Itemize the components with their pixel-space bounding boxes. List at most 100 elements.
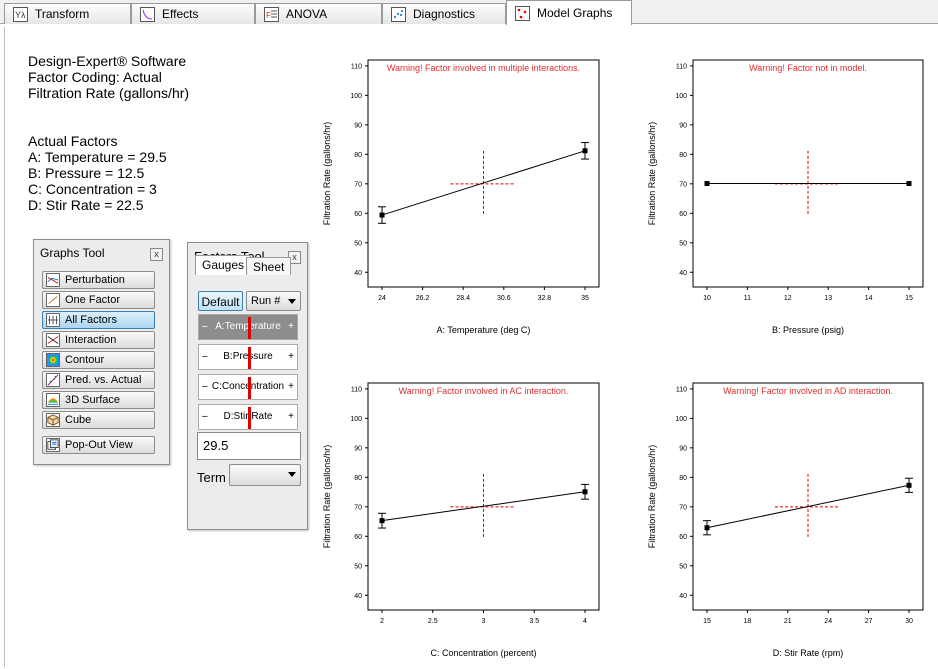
all-factors-label: All Factors — [65, 314, 117, 326]
x-tick-label: 2.5 — [428, 618, 438, 625]
x-axis-label: D: Stir Rate (rpm) — [773, 648, 844, 658]
y-axis-label: Filtration Rate (gallons/hr) — [322, 122, 332, 226]
effects-icon — [140, 7, 155, 22]
tab-model-graphs[interactable]: Model Graphs — [506, 0, 632, 25]
response-name: Filtration Rate (gallons/hr) — [28, 85, 190, 101]
anova-icon: F — [264, 7, 279, 22]
x-tick-label: 30 — [905, 618, 913, 625]
pred-vs-actual-button[interactable]: Pred. vs. Actual — [42, 371, 155, 389]
term-combo[interactable] — [229, 464, 301, 486]
gauge-d-stir-rate[interactable]: – D:Stir Rate + — [198, 404, 298, 430]
x-tick-label: 27 — [865, 618, 873, 625]
interaction-label: Interaction — [65, 334, 117, 346]
gauge-plus[interactable]: + — [288, 411, 294, 422]
data-point — [704, 181, 710, 187]
run-number-combo[interactable]: Run # — [246, 291, 301, 311]
tab-effects[interactable]: Effects — [131, 3, 255, 24]
data-point — [379, 212, 385, 218]
series-line — [706, 484, 910, 529]
model-graphs-icon — [515, 6, 530, 21]
default-button[interactable]: Default — [198, 291, 243, 311]
x-axis-label: C: Concentration (percent) — [430, 648, 536, 658]
one-factor-label: One Factor — [65, 294, 121, 306]
gauge-slider-handle[interactable] — [247, 407, 251, 429]
cube-icon — [46, 413, 60, 427]
gauge-plus[interactable]: + — [288, 321, 294, 332]
y-tick-label: 60 — [679, 534, 687, 541]
series-line — [381, 491, 586, 522]
one-factor-button[interactable]: One Factor — [42, 291, 155, 309]
perturbation-label: Perturbation — [65, 274, 125, 286]
x-tick-label: 14 — [865, 295, 873, 302]
svg-text:Yλ: Yλ — [15, 10, 26, 20]
graphs-tool-panel: Graphs Tool x Perturbation One Factor Al… — [33, 239, 170, 465]
gauge-minus[interactable]: – — [202, 381, 208, 392]
pop-out-view-label: Pop-Out View — [65, 439, 133, 451]
all-factors-icon — [46, 313, 60, 327]
tab-diagnostics[interactable]: Diagnostics — [382, 3, 506, 24]
factor-a-value: A: Temperature = 29.5 — [28, 149, 167, 165]
x-tick-label: 21 — [784, 618, 792, 625]
gauge-b-pressure[interactable]: – B:Pressure + — [198, 344, 298, 370]
gauge-slider-handle[interactable] — [247, 377, 251, 399]
perturbation-button[interactable]: Perturbation — [42, 271, 155, 289]
all-factors-button[interactable]: All Factors — [42, 311, 155, 329]
y-tick-label: 100 — [675, 93, 687, 100]
x-tick-label: 32.8 — [538, 295, 552, 302]
interaction-icon — [46, 333, 60, 347]
tab-effects-label: Effects — [162, 7, 199, 21]
factor-b-value: B: Pressure = 12.5 — [28, 165, 145, 181]
data-point — [379, 518, 385, 524]
perturbation-icon — [46, 273, 60, 287]
tab-bar: Yλ Transform Effects F ANOVA Diagnostics… — [0, 0, 938, 25]
y-axis-label: Filtration Rate (gallons/hr) — [322, 445, 332, 549]
factor-value-input[interactable]: 29.5 — [197, 432, 301, 460]
y-tick-label: 80 — [354, 475, 362, 482]
gauge-plus[interactable]: + — [288, 381, 294, 392]
y-axis-label: Filtration Rate (gallons/hr) — [647, 122, 657, 226]
3d-surface-button[interactable]: 3D Surface — [42, 391, 155, 409]
gauge-a-temperature[interactable]: – A:Temperature + — [198, 314, 298, 340]
y-tick-label: 100 — [350, 93, 362, 100]
x-tick-label: 30.6 — [497, 295, 511, 302]
cube-button[interactable]: Cube — [42, 411, 155, 429]
contour-button[interactable]: Contour — [42, 351, 155, 369]
data-point — [582, 489, 588, 495]
gauge-minus[interactable]: – — [202, 411, 208, 422]
x-axis-label: B: Pressure (psig) — [772, 325, 844, 335]
software-name: Design-Expert® Software — [28, 53, 187, 69]
y-tick-label: 70 — [679, 181, 687, 188]
tab-sheet[interactable]: Sheet — [246, 257, 292, 275]
y-tick-label: 100 — [350, 416, 362, 423]
chevron-down-icon — [288, 472, 296, 477]
gauge-minus[interactable]: – — [202, 321, 208, 332]
x-tick-label: 24 — [824, 618, 832, 625]
pop-out-view-button[interactable]: Pop-Out View — [42, 436, 155, 454]
tab-anova[interactable]: F ANOVA — [255, 3, 382, 24]
svg-text:F: F — [266, 11, 271, 20]
gauge-slider-handle[interactable] — [247, 347, 251, 369]
chevron-down-icon — [288, 299, 296, 304]
tab-anova-label: ANOVA — [286, 7, 328, 21]
y-tick-label: 70 — [679, 504, 687, 511]
gauge-plus[interactable]: + — [288, 351, 294, 362]
y-tick-label: 60 — [354, 211, 362, 218]
y-tick-label: 90 — [679, 445, 687, 452]
x-tick-label: 18 — [744, 618, 752, 625]
tab-transform[interactable]: Yλ Transform — [4, 3, 131, 24]
interaction-button[interactable]: Interaction — [42, 331, 155, 349]
graphs-tool-title: Graphs Tool — [40, 246, 105, 260]
y-tick-label: 50 — [679, 240, 687, 247]
data-point — [704, 525, 710, 531]
x-tick-label: 24 — [378, 295, 386, 302]
gauge-minus[interactable]: – — [202, 351, 208, 362]
chart-panel: 40 50 60 70 80 90 100 110 24 26.2 28.4 30.6 32.8 35 A:… — [322, 59, 600, 335]
x-tick-label: 2 — [380, 618, 384, 625]
gauge-slider-handle[interactable] — [247, 317, 251, 339]
left-border — [4, 27, 5, 667]
x-tick-label: 4 — [583, 618, 587, 625]
gauge-c-concentration[interactable]: – C:Concentration + — [198, 374, 298, 400]
chart-warning: Warning! Factor involved in multiple int… — [387, 63, 580, 73]
graphs-tool-close-button[interactable]: x — [150, 248, 163, 261]
